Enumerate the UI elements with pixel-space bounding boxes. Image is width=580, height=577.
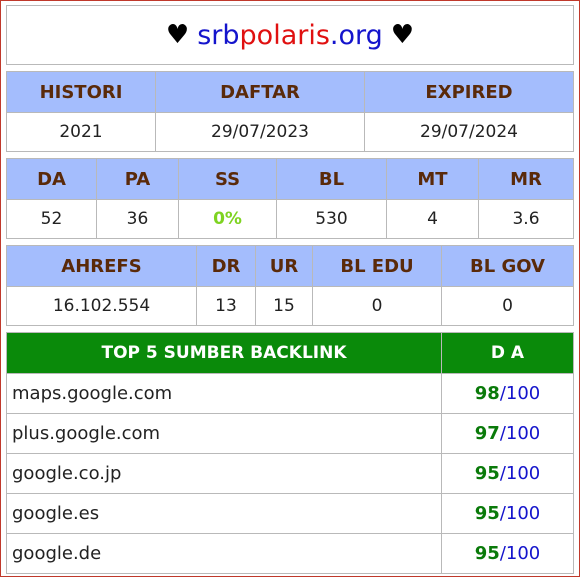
header-bl-gov: BL GOV	[441, 245, 574, 287]
backlink-score: 95/100	[441, 493, 574, 534]
value-dr: 13	[196, 286, 256, 326]
header-daftar: DAFTAR	[155, 71, 365, 113]
backlink-site: google.co.jp	[6, 453, 442, 494]
backlink-da: 95	[474, 503, 500, 524]
value-bl-gov: 0	[441, 286, 574, 326]
table-row: maps.google.com 98/100	[6, 373, 574, 414]
domain-info-table: HISTORI DAFTAR EXPIRED 2021 29/07/2023 2…	[6, 71, 574, 152]
backlink-site: google.de	[6, 533, 442, 574]
header-ahrefs: AHREFS	[6, 245, 197, 287]
value-bl: 530	[276, 199, 387, 239]
backlink-da: 97	[474, 423, 500, 444]
header-ur: UR	[255, 245, 313, 287]
table-row: google.co.jp 95/100	[6, 453, 574, 494]
header-bl: BL	[276, 158, 387, 200]
moz-metrics-table: DA PA SS BL MT MR 52 36 0% 530 4 3.6	[6, 158, 574, 239]
table-row: plus.google.com 97/100	[6, 413, 574, 454]
ahrefs-metrics-table: AHREFS DR UR BL EDU BL GOV 16.102.554 13…	[6, 245, 574, 326]
heart-icon: ♥	[165, 20, 190, 50]
title-text: srbpolaris.org	[197, 20, 383, 51]
value-da: 52	[6, 199, 97, 239]
header-top-backlink: TOP 5 SUMBER BACKLINK	[6, 332, 442, 374]
value-ahrefs: 16.102.554	[6, 286, 197, 326]
backlink-da: 95	[474, 463, 500, 484]
backlink-score: 98/100	[441, 373, 574, 414]
top-backlinks-table: TOP 5 SUMBER BACKLINK D A maps.google.co…	[6, 332, 574, 574]
backlink-max: /100	[499, 503, 541, 524]
backlink-score: 95/100	[441, 533, 574, 574]
header-expired: EXPIRED	[364, 71, 574, 113]
header-mt: MT	[386, 158, 479, 200]
backlink-da: 95	[474, 543, 500, 564]
value-histori: 2021	[6, 112, 156, 152]
value-mt: 4	[386, 199, 479, 239]
header-pa: PA	[96, 158, 179, 200]
backlink-max: /100	[499, 543, 541, 564]
heart-icon: ♥	[390, 20, 415, 50]
backlink-max: /100	[499, 383, 541, 404]
backlink-max: /100	[499, 423, 541, 444]
header-ss: SS	[178, 158, 277, 200]
header-histori: HISTORI	[6, 71, 156, 113]
header-backlink-da: D A	[441, 332, 574, 374]
backlink-score: 95/100	[441, 453, 574, 494]
table-row: google.de 95/100	[6, 533, 574, 574]
value-ur: 15	[255, 286, 313, 326]
title-part-srb: srb	[197, 19, 240, 51]
value-pa: 36	[96, 199, 179, 239]
value-bl-edu: 0	[312, 286, 442, 326]
backlink-site: google.es	[6, 493, 442, 534]
value-mr: 3.6	[478, 199, 574, 239]
header-dr: DR	[196, 245, 256, 287]
header-da: DA	[6, 158, 97, 200]
header-bl-edu: BL EDU	[312, 245, 442, 287]
site-title: ♥ srbpolaris.org ♥	[6, 5, 574, 65]
backlink-site: plus.google.com	[6, 413, 442, 454]
title-part-org: .org	[329, 19, 383, 51]
title-part-polaris: polaris	[239, 19, 330, 51]
backlink-score: 97/100	[441, 413, 574, 454]
backlink-max: /100	[499, 463, 541, 484]
value-ss: 0%	[178, 199, 277, 239]
value-daftar: 29/07/2023	[155, 112, 365, 152]
header-mr: MR	[478, 158, 574, 200]
value-expired: 29/07/2024	[364, 112, 574, 152]
table-row: google.es 95/100	[6, 493, 574, 534]
backlink-da: 98	[474, 383, 500, 404]
backlink-site: maps.google.com	[6, 373, 442, 414]
